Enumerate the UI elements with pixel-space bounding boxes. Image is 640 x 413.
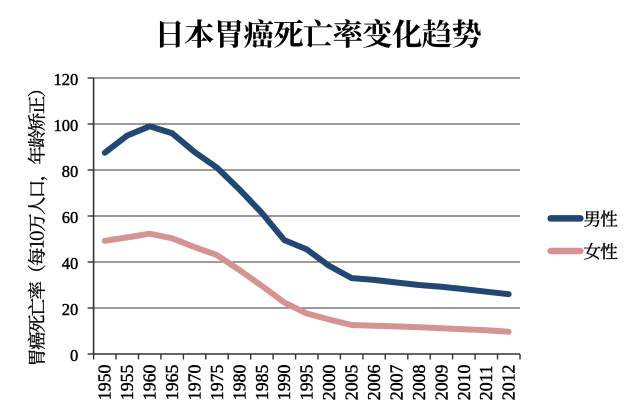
svg-text:1960: 1960 — [140, 365, 160, 401]
svg-text:2006: 2006 — [364, 365, 384, 401]
svg-text:60: 60 — [62, 208, 79, 227]
svg-text:1990: 1990 — [274, 365, 294, 401]
svg-text:2012: 2012 — [499, 365, 519, 401]
svg-text:80: 80 — [62, 162, 79, 181]
svg-text:1980: 1980 — [229, 365, 249, 401]
svg-text:20: 20 — [62, 300, 79, 319]
svg-text:0: 0 — [70, 346, 78, 365]
svg-text:2011: 2011 — [476, 365, 496, 400]
svg-text:2000: 2000 — [319, 365, 339, 401]
svg-text:40: 40 — [62, 254, 79, 273]
svg-text:1975: 1975 — [207, 365, 227, 401]
svg-text:120: 120 — [53, 70, 78, 89]
svg-text:2005: 2005 — [342, 365, 362, 401]
svg-text:2010: 2010 — [454, 365, 474, 401]
svg-text:2008: 2008 — [409, 365, 429, 401]
svg-text:1995: 1995 — [297, 365, 317, 401]
svg-text:2007: 2007 — [386, 365, 406, 401]
svg-text:1955: 1955 — [117, 365, 137, 401]
svg-text:1950: 1950 — [95, 365, 115, 401]
svg-text:2009: 2009 — [431, 365, 451, 401]
svg-text:1985: 1985 — [252, 365, 272, 401]
svg-text:1970: 1970 — [185, 365, 205, 401]
svg-text:100: 100 — [53, 116, 78, 135]
svg-text:1965: 1965 — [162, 365, 182, 401]
